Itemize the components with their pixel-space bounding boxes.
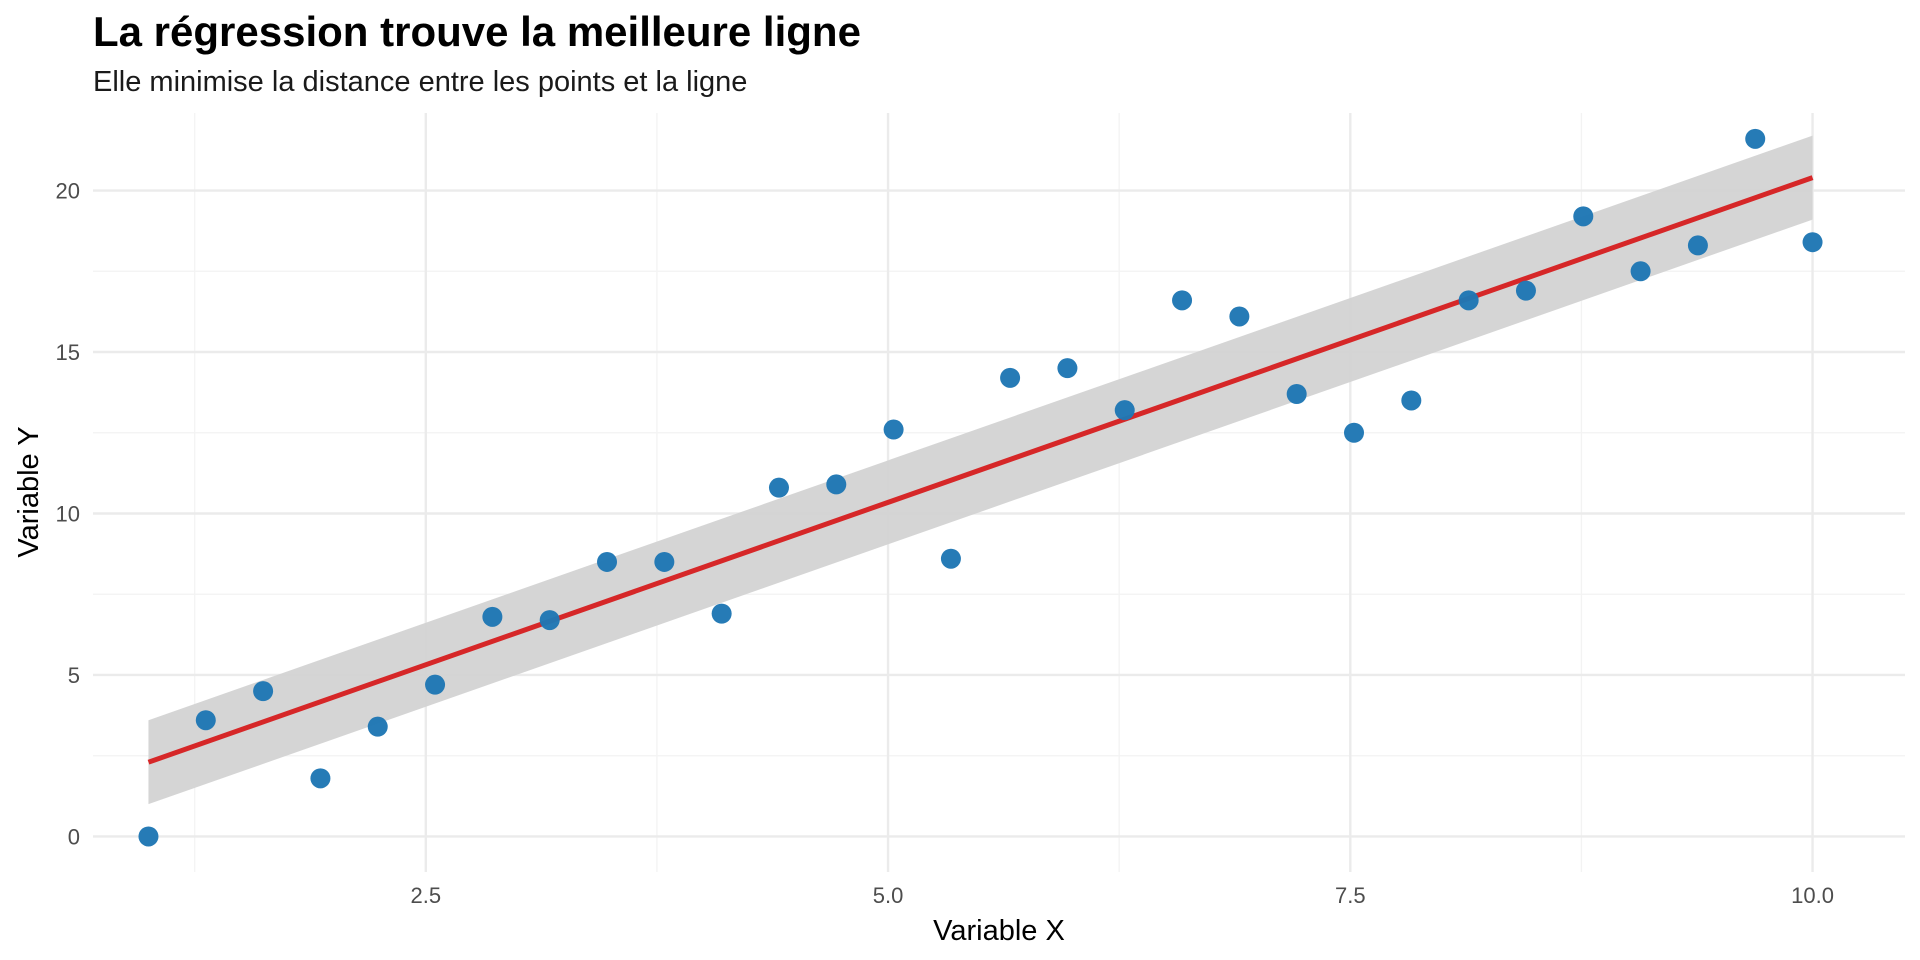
x-tick-label: 10.0 (1791, 883, 1834, 908)
data-point (1687, 235, 1708, 256)
regression-line-layer (147, 175, 1814, 765)
data-point (1745, 128, 1766, 149)
axis-tick-labels: 2.5 5.0 7.5 10.0 0 5 10 15 20 (56, 179, 1834, 908)
y-tick-label: 0 (68, 824, 80, 849)
x-tick-label: 5.0 (873, 883, 904, 908)
data-point (597, 551, 618, 572)
data-point (138, 826, 159, 847)
y-tick-label: 15 (56, 340, 80, 365)
y-axis-title: Variable Y (13, 426, 45, 557)
data-point (1458, 290, 1479, 311)
data-point (1802, 232, 1823, 253)
data-point (1401, 390, 1422, 411)
data-point (425, 674, 446, 695)
data-point (711, 603, 732, 624)
x-tick-label: 7.5 (1335, 883, 1366, 908)
data-point (195, 710, 216, 731)
data-point (310, 768, 331, 789)
regression-line (147, 175, 1814, 765)
data-point (768, 477, 789, 498)
y-tick-label: 20 (56, 179, 80, 204)
data-point (1515, 280, 1536, 301)
x-axis-title: Variable X (933, 915, 1065, 947)
data-point (883, 419, 904, 440)
data-point (940, 548, 961, 569)
y-tick-label: 10 (56, 501, 80, 526)
data-point (539, 610, 560, 631)
data-point (1344, 422, 1365, 443)
x-tick-label: 2.5 (411, 883, 442, 908)
data-point (654, 551, 675, 572)
data-point (1573, 206, 1594, 227)
data-point (1114, 400, 1135, 421)
data-point (826, 474, 847, 495)
data-point (253, 681, 274, 702)
data-point (1286, 383, 1307, 404)
chart-subtitle: Elle minimise la distance entre les poin… (93, 66, 748, 98)
data-point (482, 606, 503, 627)
data-points (138, 128, 1823, 847)
chart-title: La régression trouve la meilleure ligne (93, 8, 861, 55)
data-point (1172, 290, 1193, 311)
y-tick-label: 5 (68, 663, 80, 688)
data-point (1630, 261, 1651, 282)
data-point (1057, 358, 1078, 379)
data-point (1000, 367, 1021, 388)
data-point (1229, 306, 1250, 327)
data-point (367, 716, 388, 737)
